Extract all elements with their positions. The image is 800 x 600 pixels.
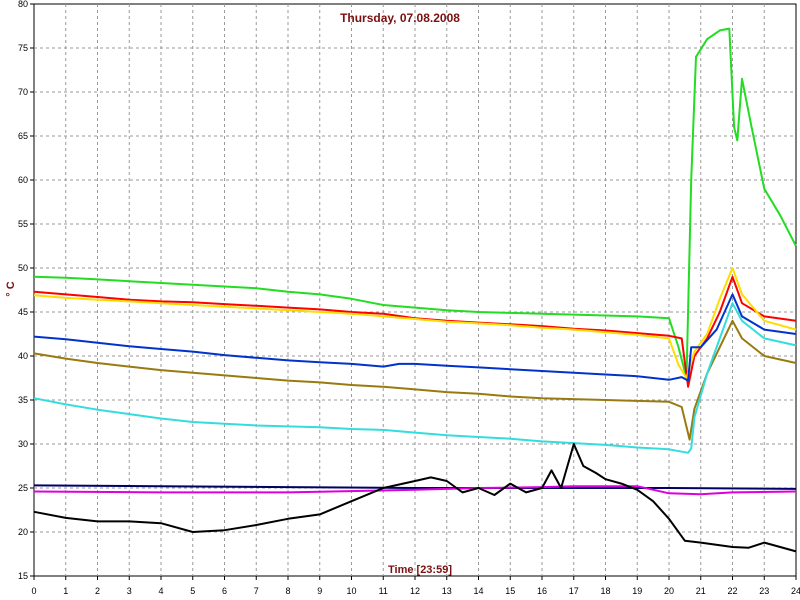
series-line-1 — [33, 27, 797, 379]
x-tick-label: 0 — [31, 586, 36, 596]
x-tick-label: 10 — [346, 586, 356, 596]
y-tick-label: 20 — [18, 527, 28, 537]
x-tick-label: 22 — [727, 586, 737, 596]
y-tick-label: 50 — [18, 263, 28, 273]
x-tick-label: 14 — [473, 586, 483, 596]
x-tick-label: 11 — [379, 586, 388, 596]
x-axis-label: Time [23:59] — [388, 564, 452, 576]
series-line-9 — [33, 443, 797, 553]
x-tick-label: 24 — [791, 586, 800, 596]
chart-title: Thursday, 07.08.2008 — [340, 11, 460, 25]
y-tick-label: 15 — [18, 571, 28, 581]
x-tick-label: 23 — [759, 586, 769, 596]
x-tick-label: 3 — [127, 586, 132, 596]
x-tick-label: 19 — [632, 586, 642, 596]
x-tick-label: 1 — [63, 586, 68, 596]
y-tick-label: 40 — [18, 351, 28, 361]
y-tick-label: 35 — [18, 395, 28, 405]
x-tick-label: 21 — [696, 586, 706, 596]
series-line-3 — [33, 267, 797, 379]
series-line-6 — [33, 302, 797, 454]
gridlines — [34, 4, 796, 576]
series-line-7 — [33, 484, 797, 490]
y-tick-label: 45 — [18, 307, 28, 317]
x-tick-label: 4 — [158, 586, 163, 596]
y-axis-ticks: 15 20 25 30 35 40 45 50 55 60 65 70 75 80 — [18, 0, 34, 581]
x-tick-label: 16 — [537, 586, 547, 596]
y-tick-label: 60 — [18, 175, 28, 185]
x-tick-label: 9 — [317, 586, 322, 596]
x-tick-label: 6 — [222, 586, 227, 596]
y-tick-label: 75 — [18, 43, 28, 53]
series-lines — [33, 27, 797, 553]
x-tick-label: 20 — [664, 586, 674, 596]
x-tick-label: 8 — [285, 586, 290, 596]
x-tick-label: 7 — [254, 586, 259, 596]
x-axis-ticks: 0 1 2 3 4 5 6 7 8 9 10 11 12 13 14 15 16 17 18 19 20 21 22 23 24 — [31, 576, 800, 596]
x-tick-label: 15 — [505, 586, 515, 596]
y-tick-label: 65 — [18, 131, 28, 141]
y-axis-label: ° C — [5, 281, 17, 296]
x-tick-label: 5 — [190, 586, 195, 596]
y-tick-label: 70 — [18, 87, 28, 97]
y-tick-label: 55 — [18, 219, 28, 229]
x-tick-label: 18 — [600, 586, 610, 596]
x-tick-label: 12 — [410, 586, 420, 596]
y-tick-label: 25 — [18, 483, 28, 493]
x-tick-label: 17 — [569, 586, 579, 596]
y-tick-label: 30 — [18, 439, 28, 449]
x-tick-label: 13 — [442, 586, 452, 596]
series-line-8 — [33, 485, 797, 496]
y-tick-label: 80 — [18, 0, 28, 9]
series-line-4 — [33, 293, 797, 382]
x-tick-label: 2 — [95, 586, 100, 596]
